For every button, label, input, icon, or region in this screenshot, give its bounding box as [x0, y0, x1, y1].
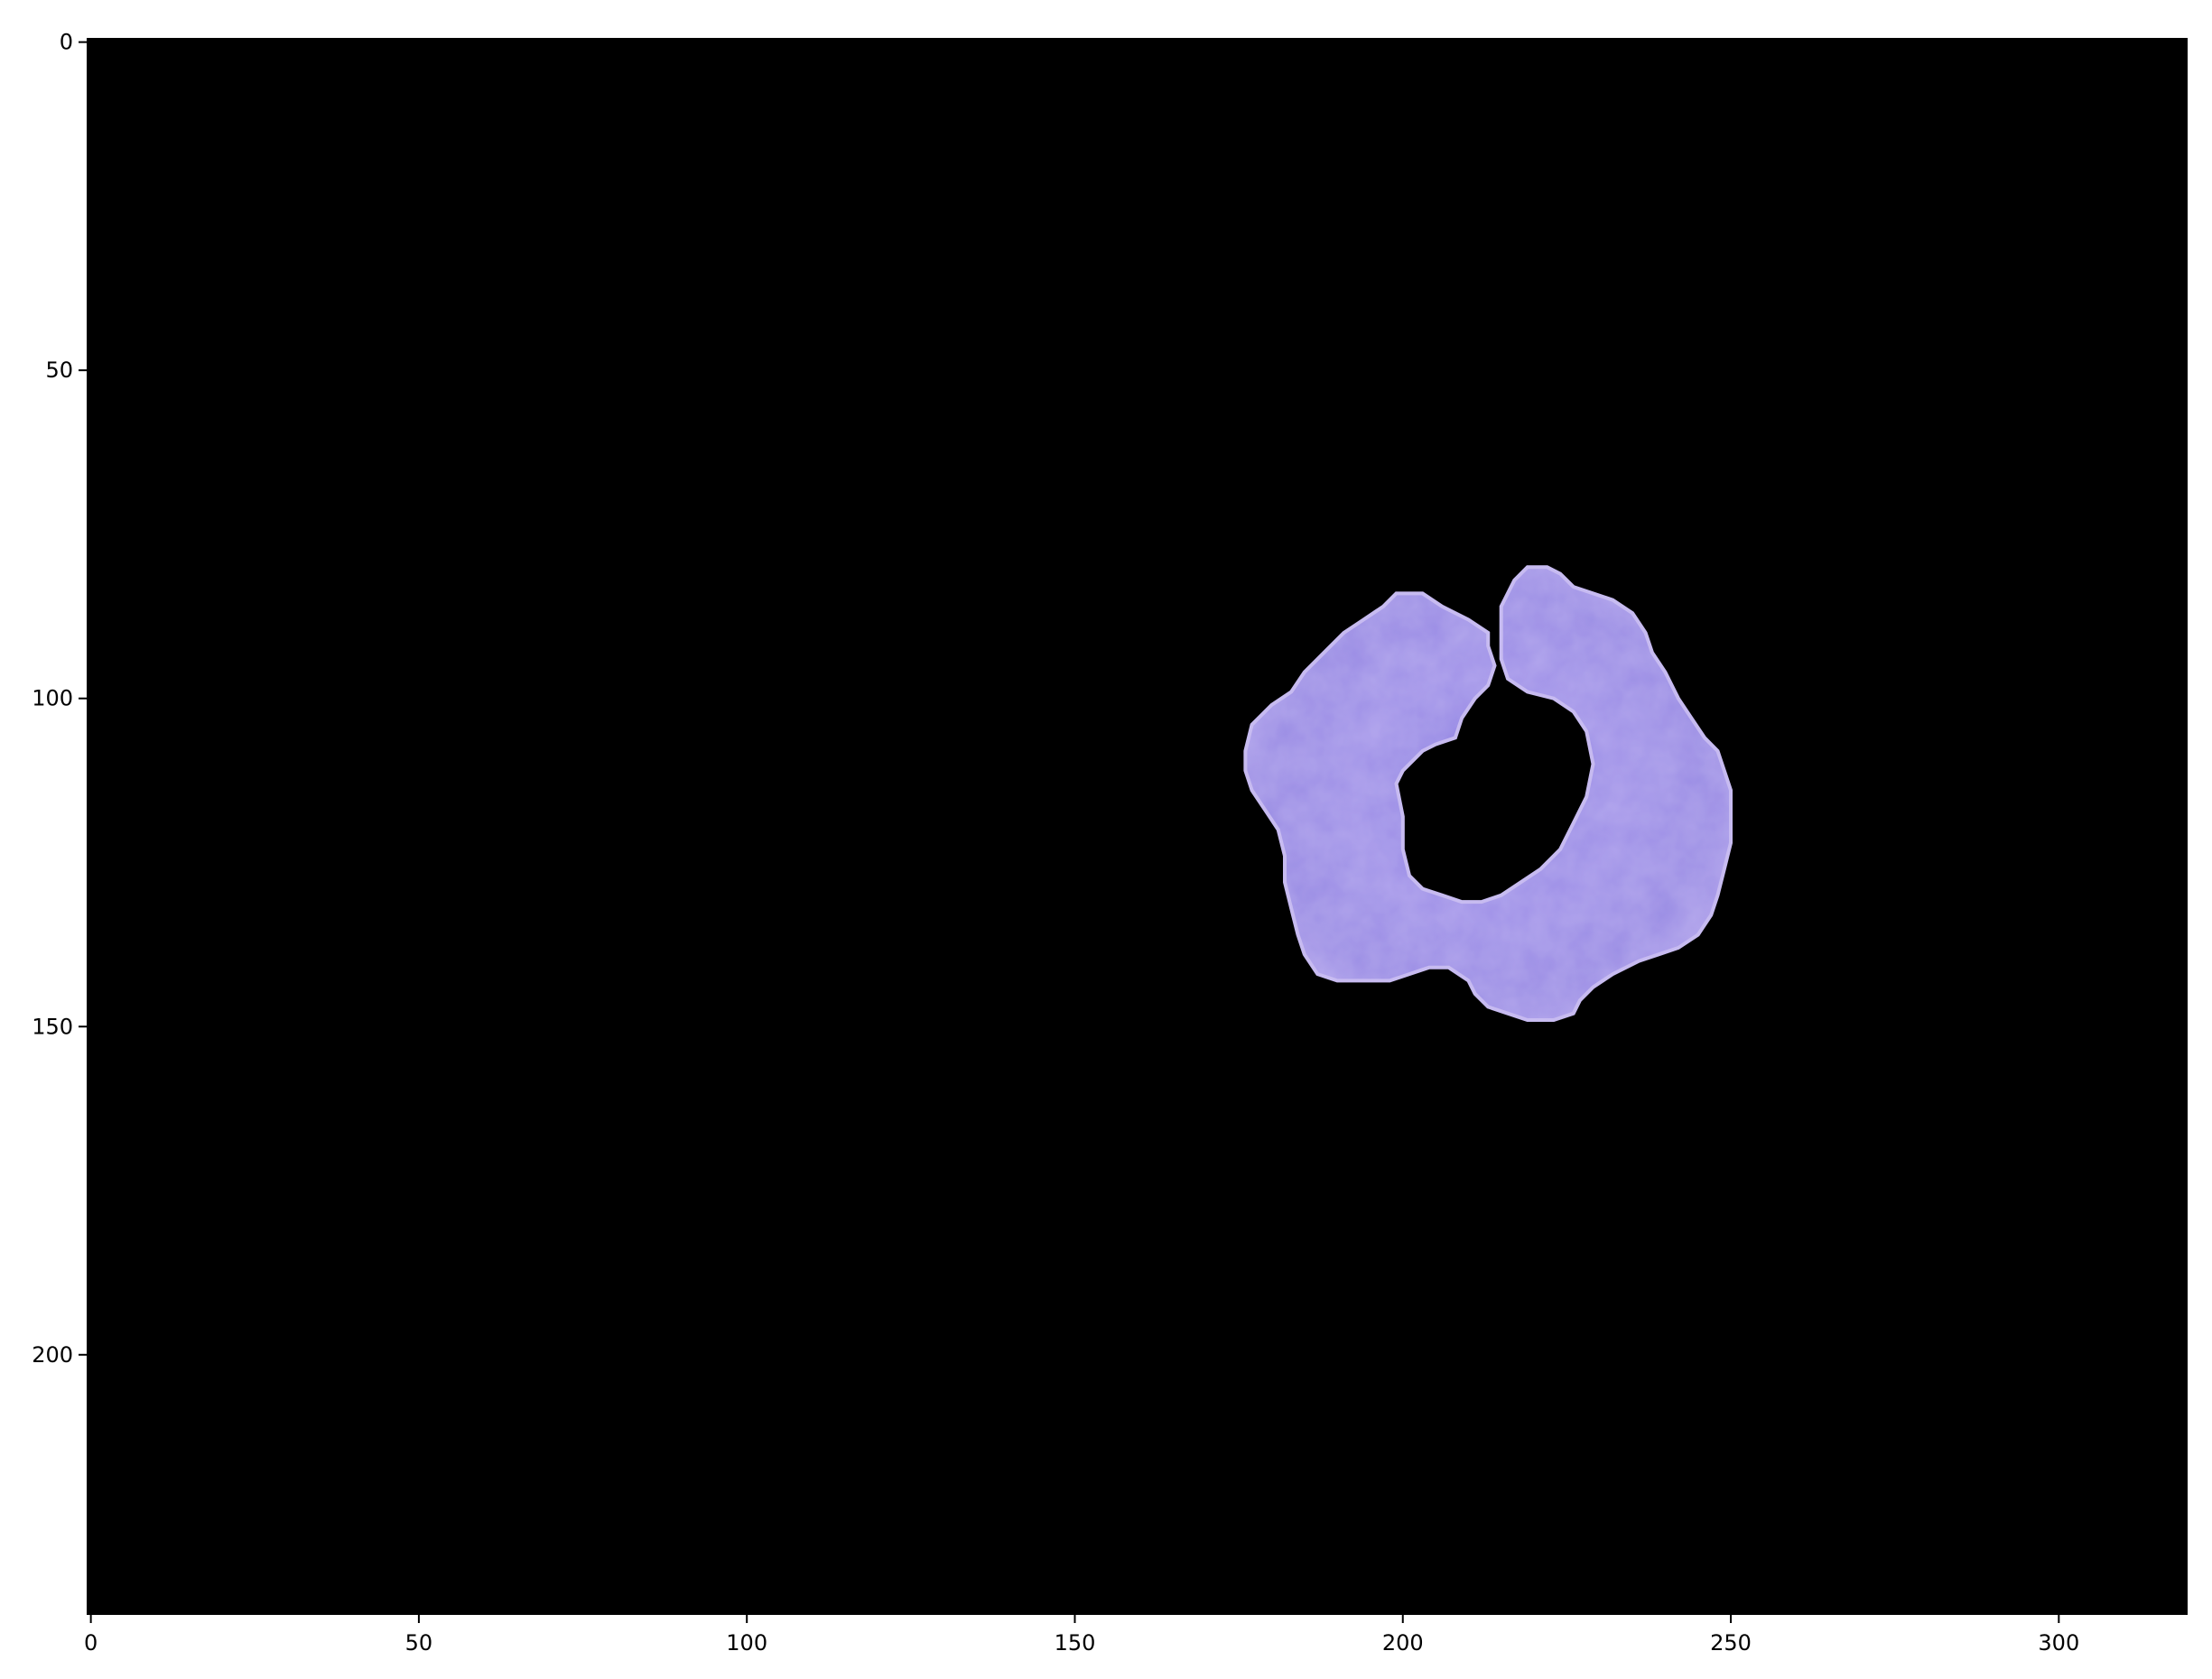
x-tick-label: 150 — [1055, 1630, 1096, 1656]
y-tick-label: 0 — [60, 30, 73, 55]
y-tick-label: 100 — [32, 686, 73, 711]
cell-shape — [1243, 565, 1733, 1022]
y-tick-label: 50 — [45, 357, 73, 383]
x-axis-ticks: 0 50 100 150 200 250 300 — [84, 1614, 2079, 1656]
x-tick-label: 0 — [84, 1630, 98, 1656]
y-tick-label: 150 — [32, 1014, 73, 1039]
x-tick-label: 300 — [2038, 1630, 2079, 1656]
y-axis-ticks: 0 50 100 150 200 — [32, 30, 88, 1368]
x-tick-label: 200 — [1382, 1630, 1424, 1656]
image-background — [88, 39, 2187, 1614]
x-tick-label: 250 — [1710, 1630, 1752, 1656]
x-tick-label: 50 — [405, 1630, 433, 1656]
y-tick-label: 200 — [32, 1342, 73, 1368]
axes-frame — [87, 38, 2188, 1615]
x-tick-label: 100 — [726, 1630, 767, 1656]
